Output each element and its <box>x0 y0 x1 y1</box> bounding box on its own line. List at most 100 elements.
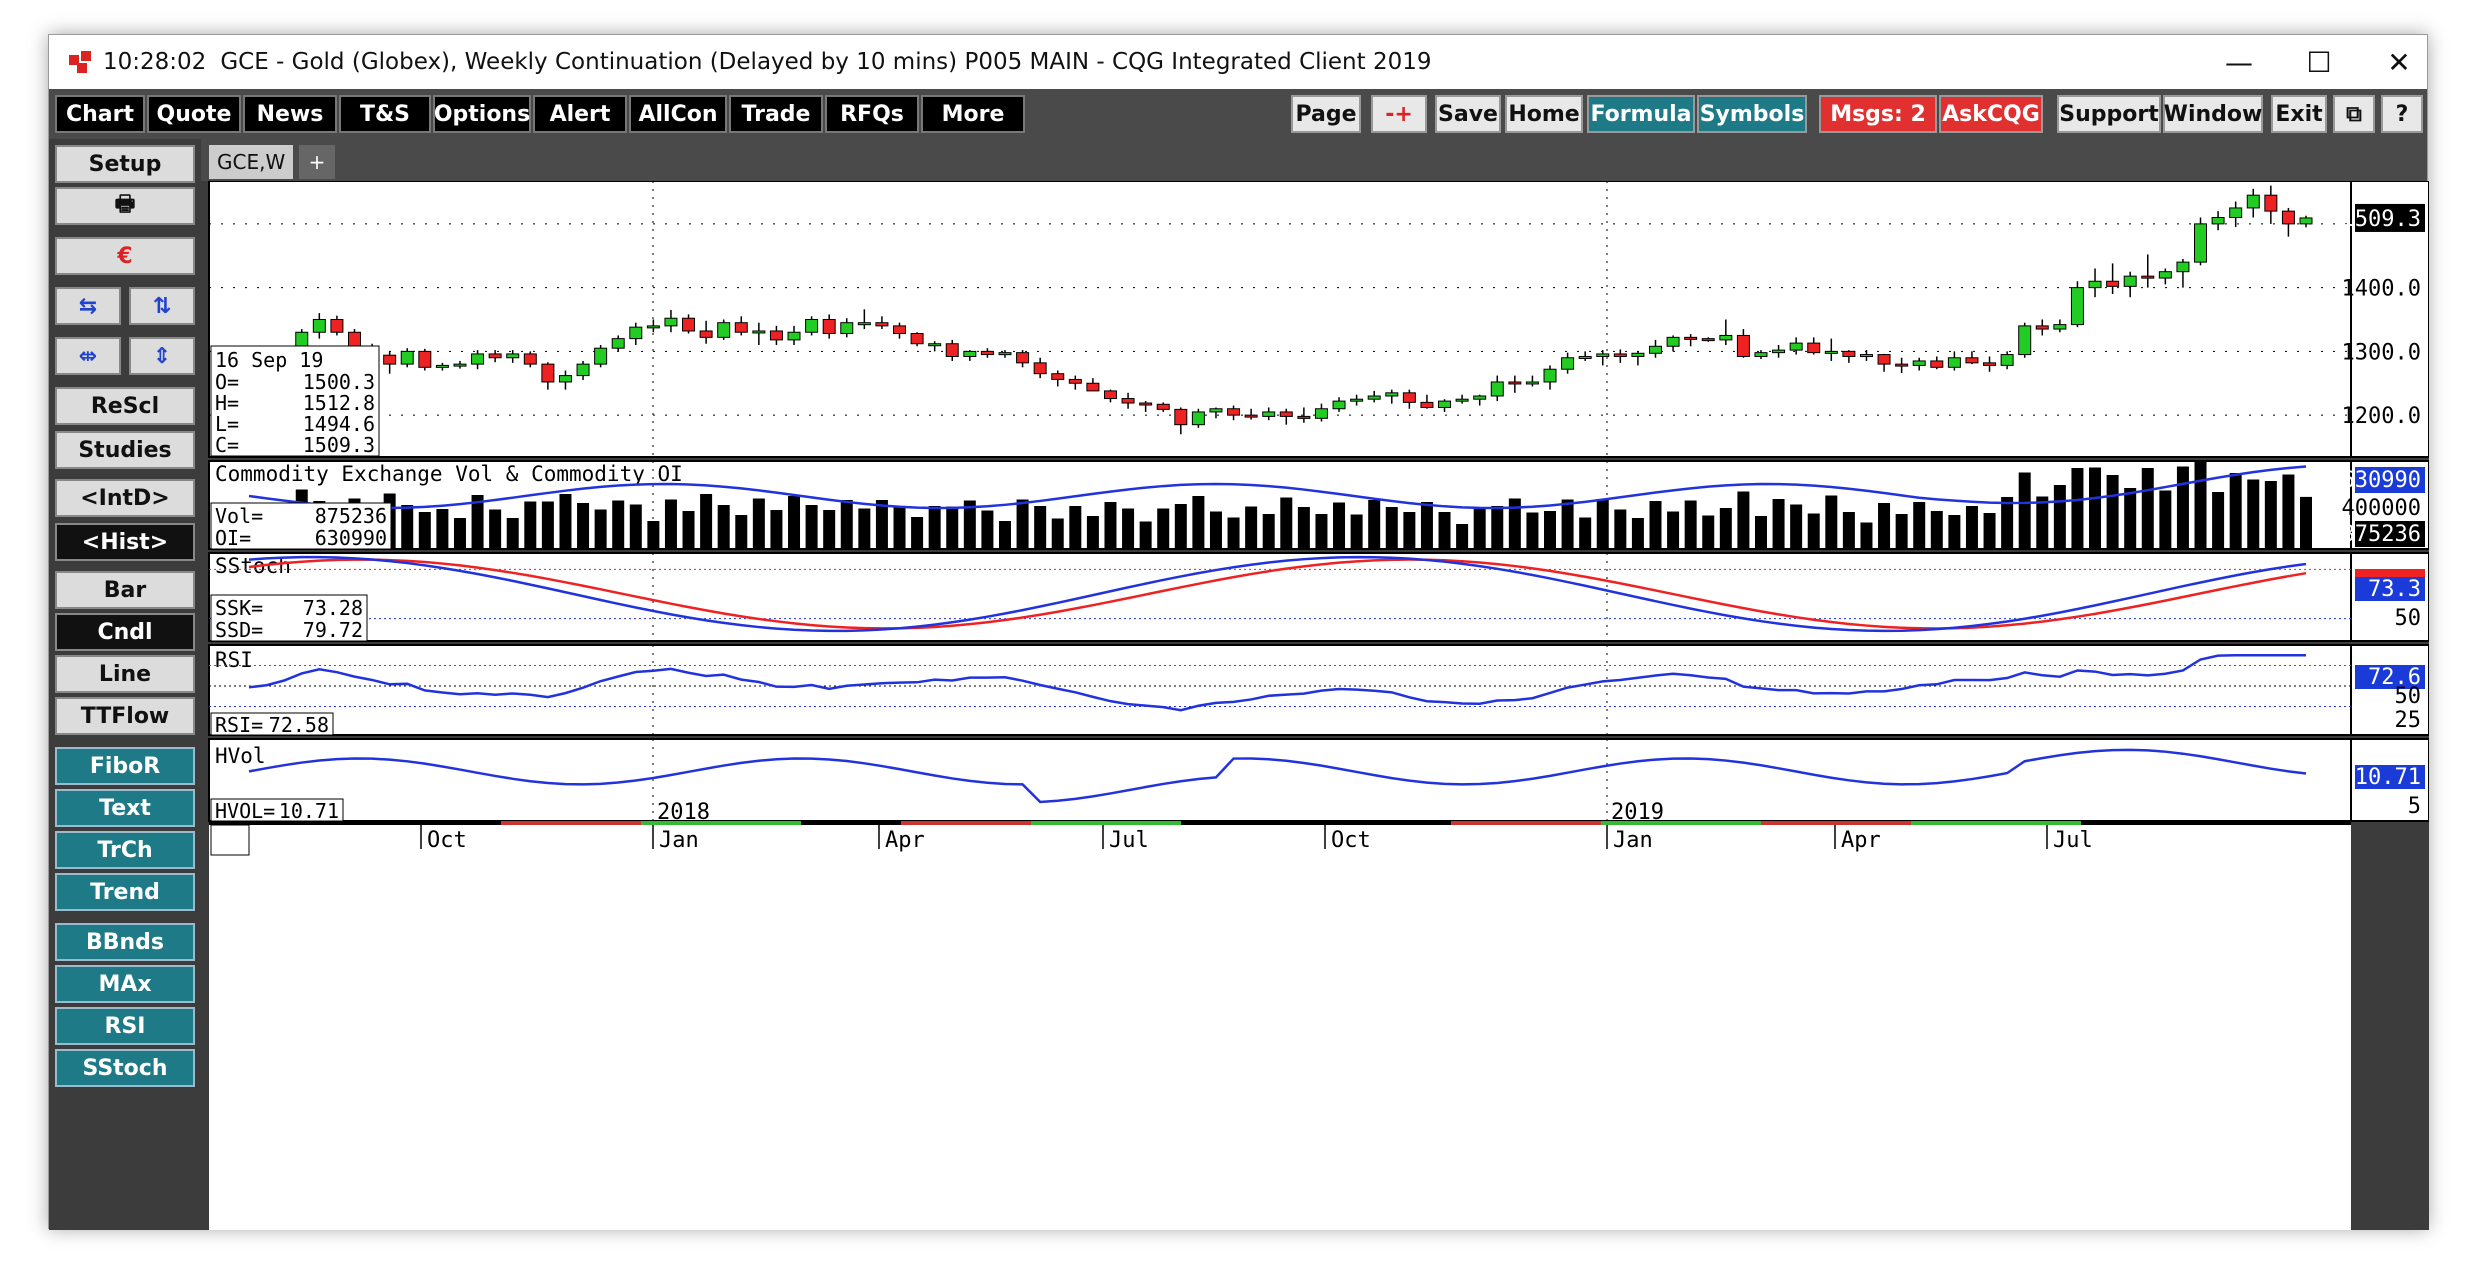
plus-minus-button[interactable]: -+ <box>1371 95 1427 133</box>
close-icon[interactable]: ✕ <box>2387 45 2411 79</box>
candle-body <box>1279 411 1293 417</box>
candle-body <box>822 319 836 335</box>
candle-body <box>1174 408 1188 426</box>
exit-button[interactable]: Exit <box>2271 95 2327 133</box>
candle-body <box>963 350 977 357</box>
candle-body <box>1227 408 1241 416</box>
candle-body <box>1314 408 1328 419</box>
candle-body <box>1859 354 1873 358</box>
rfqs-button[interactable]: RFQs <box>825 95 919 133</box>
volume-bar <box>1772 499 1785 549</box>
candle-body <box>594 347 608 365</box>
minimize-icon[interactable]: — <box>2225 45 2253 79</box>
chart-button[interactable]: Chart <box>55 95 145 133</box>
symbols-button[interactable]: Symbols <box>1697 95 1807 133</box>
add-tab-button[interactable]: + <box>299 145 335 179</box>
volume-bar <box>2053 485 2066 549</box>
studies-button[interactable]: Studies <box>55 431 195 469</box>
restore-icon[interactable]: ⧉ <box>2333 95 2375 133</box>
rescale-button[interactable]: ReScl <box>55 387 195 425</box>
volume-bar <box>717 505 730 549</box>
candle-body <box>1139 402 1153 406</box>
volume-bar <box>471 495 484 549</box>
ts-button[interactable]: T&S <box>339 95 431 133</box>
rsi-panel-title: RSI <box>215 648 253 672</box>
candle-body <box>2158 271 2172 279</box>
candle-body <box>330 319 344 333</box>
ttflow-button[interactable]: TTFlow <box>55 697 195 735</box>
vol-tick-label: 400000 <box>2342 496 2421 521</box>
window-button[interactable]: Window <box>2163 95 2263 133</box>
volume-bar <box>664 499 677 549</box>
messages-button[interactable]: Msgs: 2 <box>1819 95 1937 133</box>
window-title: GCE - Gold (Globex), Weekly Continuation… <box>220 49 1432 75</box>
sstoch-button[interactable]: SStoch <box>55 1049 195 1087</box>
volume-bar <box>541 501 554 549</box>
volume-bar <box>1209 511 1222 549</box>
formula-button[interactable]: Formula <box>1587 95 1695 133</box>
volume-bar <box>1860 522 1873 549</box>
line-button[interactable]: Line <box>55 655 195 693</box>
help-icon[interactable]: ? <box>2381 95 2423 133</box>
tab-gce-weekly[interactable]: GCE,W <box>209 145 294 179</box>
volume-bar <box>770 510 783 549</box>
volume-bar <box>700 494 713 549</box>
volume-bar <box>1192 496 1205 549</box>
more-button[interactable]: More <box>921 95 1025 133</box>
shrink-horizontal-icon[interactable]: ⇎ <box>55 337 121 375</box>
shrink-vertical-icon[interactable]: ⇕ <box>129 337 195 375</box>
swap-horizontal-icon[interactable]: ⇆ <box>55 287 121 325</box>
maximize-icon[interactable]: ☐ <box>2306 45 2332 79</box>
candle-body <box>523 353 537 365</box>
swap-vertical-icon[interactable]: ⇅ <box>129 287 195 325</box>
trch-button[interactable]: TrCh <box>55 831 195 869</box>
volume-bar <box>2159 490 2172 549</box>
intraday-button[interactable]: <IntD> <box>55 479 195 517</box>
rsi-line <box>248 654 2306 712</box>
askcqg-button[interactable]: AskCQG <box>1939 95 2043 133</box>
rsi-button[interactable]: RSI <box>55 1007 195 1045</box>
ohlc-label: O= <box>215 370 239 394</box>
allcon-button[interactable]: AllCon <box>629 95 727 133</box>
stoch-box <box>210 594 368 642</box>
currency-icon[interactable]: € <box>55 237 195 275</box>
candle-body <box>2264 194 2278 212</box>
chart-area[interactable]: 1400.0 1300.0 1200.0 1509.3 16 Sep 19 O= 1500.… <box>201 180 2430 1230</box>
volume-bar <box>1350 514 1363 549</box>
volume-bar <box>1368 500 1381 549</box>
candle-body <box>488 353 502 359</box>
chart-svg[interactable]: 1400.0 1300.0 1200.0 1509.3 16 Sep 19O= 1500.… <box>201 180 2430 1230</box>
alert-button[interactable]: Alert <box>533 95 627 133</box>
news-button[interactable]: News <box>243 95 337 133</box>
page-button[interactable]: Page <box>1291 95 1361 133</box>
print-icon[interactable]: 🖶 <box>55 187 195 225</box>
trade-button[interactable]: Trade <box>729 95 823 133</box>
options-button[interactable]: Options <box>433 95 531 133</box>
volume-bar <box>1174 504 1187 549</box>
max-button[interactable]: MAx <box>55 965 195 1003</box>
month-label: Oct <box>427 828 467 853</box>
save-button[interactable]: Save <box>1435 95 1501 133</box>
bbnds-button[interactable]: BBnds <box>55 923 195 961</box>
trend-button[interactable]: Trend <box>55 873 195 911</box>
candle-body <box>1473 395 1487 400</box>
ohlc-value: 1500.3 <box>303 370 375 394</box>
volume-bar <box>1051 518 1064 549</box>
candle-body <box>840 322 854 335</box>
home-button[interactable]: Home <box>1505 95 1583 133</box>
fibor-button[interactable]: FiboR <box>55 747 195 785</box>
setup-button[interactable]: Setup <box>55 145 195 183</box>
panel-bg-2 <box>208 552 2352 642</box>
chart-tabs <box>201 139 2427 181</box>
bar-button[interactable]: Bar <box>55 571 195 609</box>
candle-body <box>471 353 485 365</box>
candle-body <box>1596 353 1610 357</box>
volume-bar <box>2229 473 2242 549</box>
candle-body <box>1209 408 1223 413</box>
candle-button[interactable]: Cndl <box>55 613 195 651</box>
support-button[interactable]: Support <box>2057 95 2161 133</box>
historical-button[interactable]: <Hist> <box>55 523 195 561</box>
text-button[interactable]: Text <box>55 789 195 827</box>
volume-bar <box>1456 524 1469 549</box>
quote-button[interactable]: Quote <box>147 95 241 133</box>
